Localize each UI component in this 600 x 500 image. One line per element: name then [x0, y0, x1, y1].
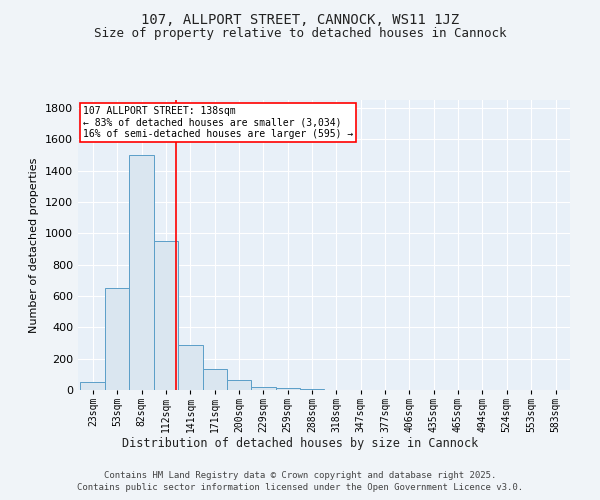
Text: Contains public sector information licensed under the Open Government Licence v3: Contains public sector information licen… [77, 484, 523, 492]
Bar [105, 288, 129, 390]
Bar [227, 380, 251, 390]
Text: Distribution of detached houses by size in Cannock: Distribution of detached houses by size … [122, 438, 478, 450]
Bar [129, 155, 154, 390]
Text: 107 ALLPORT STREET: 138sqm
← 83% of detached houses are smaller (3,034)
16% of s: 107 ALLPORT STREET: 138sqm ← 83% of deta… [83, 106, 353, 140]
Text: Size of property relative to detached houses in Cannock: Size of property relative to detached ho… [94, 28, 506, 40]
Text: Contains HM Land Registry data © Crown copyright and database right 2025.: Contains HM Land Registry data © Crown c… [104, 471, 496, 480]
Bar [178, 344, 203, 390]
Bar [275, 388, 299, 390]
Bar [251, 387, 275, 390]
Bar [154, 241, 178, 390]
Bar [80, 382, 105, 390]
Bar [203, 369, 227, 390]
Bar [299, 389, 325, 390]
Text: 107, ALLPORT STREET, CANNOCK, WS11 1JZ: 107, ALLPORT STREET, CANNOCK, WS11 1JZ [141, 12, 459, 26]
Y-axis label: Number of detached properties: Number of detached properties [29, 158, 40, 332]
